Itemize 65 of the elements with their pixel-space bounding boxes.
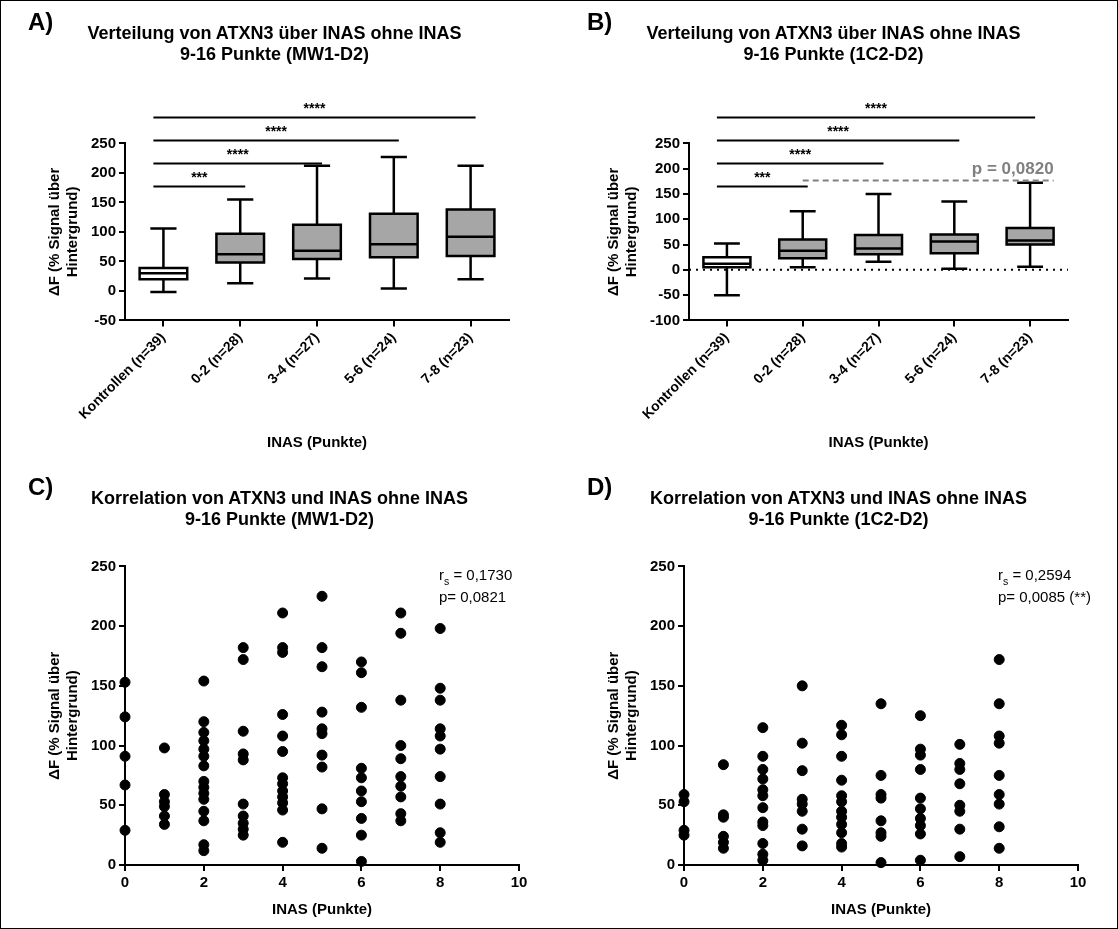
y-tick-label: 150 — [650, 675, 676, 693]
y-tick-label: 150 — [654, 184, 681, 202]
x-tick-label: 10 — [1069, 872, 1087, 890]
y-tick-label: -50 — [658, 285, 681, 303]
y-tick-label: 200 — [650, 615, 676, 633]
x-tick-label: 8 — [995, 872, 1004, 890]
x-axis-title: INAS (Punkte) — [272, 899, 373, 917]
y-tick-label: 200 — [91, 163, 117, 181]
y-tick-label: 200 — [91, 615, 117, 633]
x-tick-label: 10 — [510, 872, 528, 890]
x-tick-label: 2 — [199, 872, 208, 890]
text: **** — [265, 123, 288, 140]
x-tick-label: 0 — [120, 872, 130, 890]
y-tick-label: 100 — [650, 735, 676, 753]
x-axis-title: INAS (Punkte) — [267, 433, 368, 451]
annotation: *** — [754, 169, 772, 186]
y-tick-label: -100 — [649, 310, 681, 328]
y-tick-label: 50 — [663, 234, 681, 252]
y-tick-label: -50 — [94, 310, 117, 328]
text: **** — [865, 100, 888, 117]
y-tick-label: 250 — [91, 556, 117, 574]
annotation: p= 0,0085 (**) — [998, 587, 1091, 605]
y-tick-label: 100 — [91, 222, 117, 240]
annotation: **** — [226, 146, 250, 163]
chart-title: Verteilung von ATXN3 über INAS ohne INAS 9-16 Punkte (1C2-D2) — [646, 23, 1021, 65]
y-tick-label: 50 — [658, 794, 676, 812]
y-axis-title: ΔF (% Signal über Hintergrund) — [45, 650, 81, 780]
y-tick-label: 50 — [99, 251, 117, 269]
x-tick-label: 8 — [436, 872, 445, 890]
y-tick-label: 200 — [654, 158, 681, 176]
text: D) — [587, 472, 613, 501]
y-axis-title: ΔF (% Signal über Hintergrund) — [604, 167, 640, 297]
annotation: **** — [789, 146, 812, 163]
x-tick-label: 6 — [916, 872, 925, 890]
y-tick-label: 0 — [107, 281, 117, 299]
y-tick-label: 0 — [671, 260, 681, 277]
chart-title: Korrelation von ATXN3 und INAS ohne INAS 9-16 Punkte (1C2-D2) — [649, 487, 1028, 529]
x-axis-title: INAS (Punkte) — [828, 433, 929, 451]
text: A) — [28, 8, 54, 36]
y-tick-label: 150 — [91, 192, 117, 210]
y-axis-title: ΔF (% Signal über Hintergrund) — [45, 167, 81, 297]
y-tick-label: 250 — [650, 556, 676, 574]
chart-title: Verteilung von ATXN3 über INAS ohne INAS 9-16 Punkte (MW1-D2) — [87, 23, 462, 65]
y-axis-title: ΔF (% Signal über Hintergrund) — [604, 650, 640, 780]
y-tick-label: 0 — [107, 854, 117, 872]
y-tick-label: 100 — [654, 209, 681, 227]
text: **** — [303, 100, 326, 117]
x-tick-label: 2 — [758, 872, 767, 890]
x-tick-label: 4 — [837, 872, 847, 890]
chart-title: Korrelation von ATXN3 und INAS ohne INAS 9-16 Punkte (MW1-D2) — [90, 487, 469, 529]
annotation: *** — [191, 169, 209, 186]
y-tick-label: 0 — [666, 854, 676, 872]
x-tick-label: 6 — [357, 872, 366, 890]
annotation: p= 0,0821 — [439, 587, 507, 605]
text: C) — [28, 472, 54, 501]
y-tick-label: 150 — [91, 675, 117, 693]
x-tick-label: 4 — [278, 872, 288, 890]
y-tick-label: 250 — [91, 133, 117, 151]
y-tick-label: 100 — [91, 735, 117, 753]
y-tick-label: 250 — [654, 133, 681, 151]
y-tick-label: 50 — [99, 794, 117, 812]
text: B) — [587, 8, 613, 36]
text: **** — [827, 123, 850, 140]
annotation: p = 0,0820 — [971, 158, 1054, 178]
x-axis-title: INAS (Punkte) — [831, 899, 932, 917]
